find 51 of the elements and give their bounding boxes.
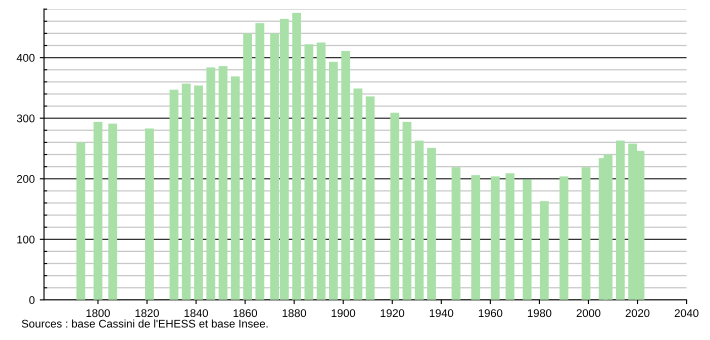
bar: [206, 67, 216, 300]
x-tick-label: 2040: [674, 309, 698, 318]
y-tick-label: 100: [17, 236, 35, 244]
y-tick-label: 300: [16, 114, 35, 122]
bar: [329, 62, 338, 300]
y-tick-label: 0: [29, 296, 35, 304]
bar: [582, 167, 590, 300]
bar: [304, 44, 314, 300]
bar: [616, 140, 625, 300]
x-tick-label: 1940: [430, 309, 454, 318]
bar: [230, 76, 240, 300]
bar: [506, 173, 514, 300]
bar: [218, 66, 228, 300]
bar: [341, 50, 350, 300]
bar: [390, 112, 400, 300]
bar: [452, 167, 460, 300]
bar: [292, 12, 302, 300]
x-tick-label: 2020: [626, 309, 650, 318]
bar: [560, 176, 568, 300]
bar: [490, 176, 500, 300]
bar: [243, 33, 252, 300]
x-tick-label: 1800: [86, 309, 110, 318]
x-tick-label: 1960: [478, 309, 502, 318]
bar: [427, 148, 436, 300]
bar: [76, 142, 86, 300]
bar: [366, 96, 375, 300]
x-tick-label: 1900: [332, 309, 356, 318]
x-tick-label: 1980: [528, 309, 552, 318]
bar: [94, 122, 102, 300]
bar: [194, 85, 203, 300]
bar: [145, 128, 154, 300]
y-tick-label: 200: [17, 175, 35, 183]
bar: [108, 124, 118, 300]
bar: [402, 122, 412, 300]
bar: [316, 42, 326, 300]
bar: [170, 90, 178, 300]
x-tick-label: 1920: [380, 309, 404, 318]
source-note: Sources : base Cassini de l'EHESS et base Insee.: [22, 319, 268, 328]
bar: [414, 140, 424, 300]
x-tick-label: 1880: [282, 309, 306, 318]
x-tick-label: 1820: [136, 309, 159, 318]
bar: [255, 23, 264, 300]
x-tick-label: 1860: [234, 309, 258, 318]
y-tick-label: 400: [16, 54, 35, 62]
bar: [471, 175, 480, 300]
x-tick-label: 2000: [576, 309, 600, 318]
bar: [540, 201, 549, 300]
bar: [354, 88, 362, 300]
x-tick-label: 1840: [184, 309, 208, 318]
bar: [522, 179, 532, 300]
bar: [182, 84, 191, 300]
